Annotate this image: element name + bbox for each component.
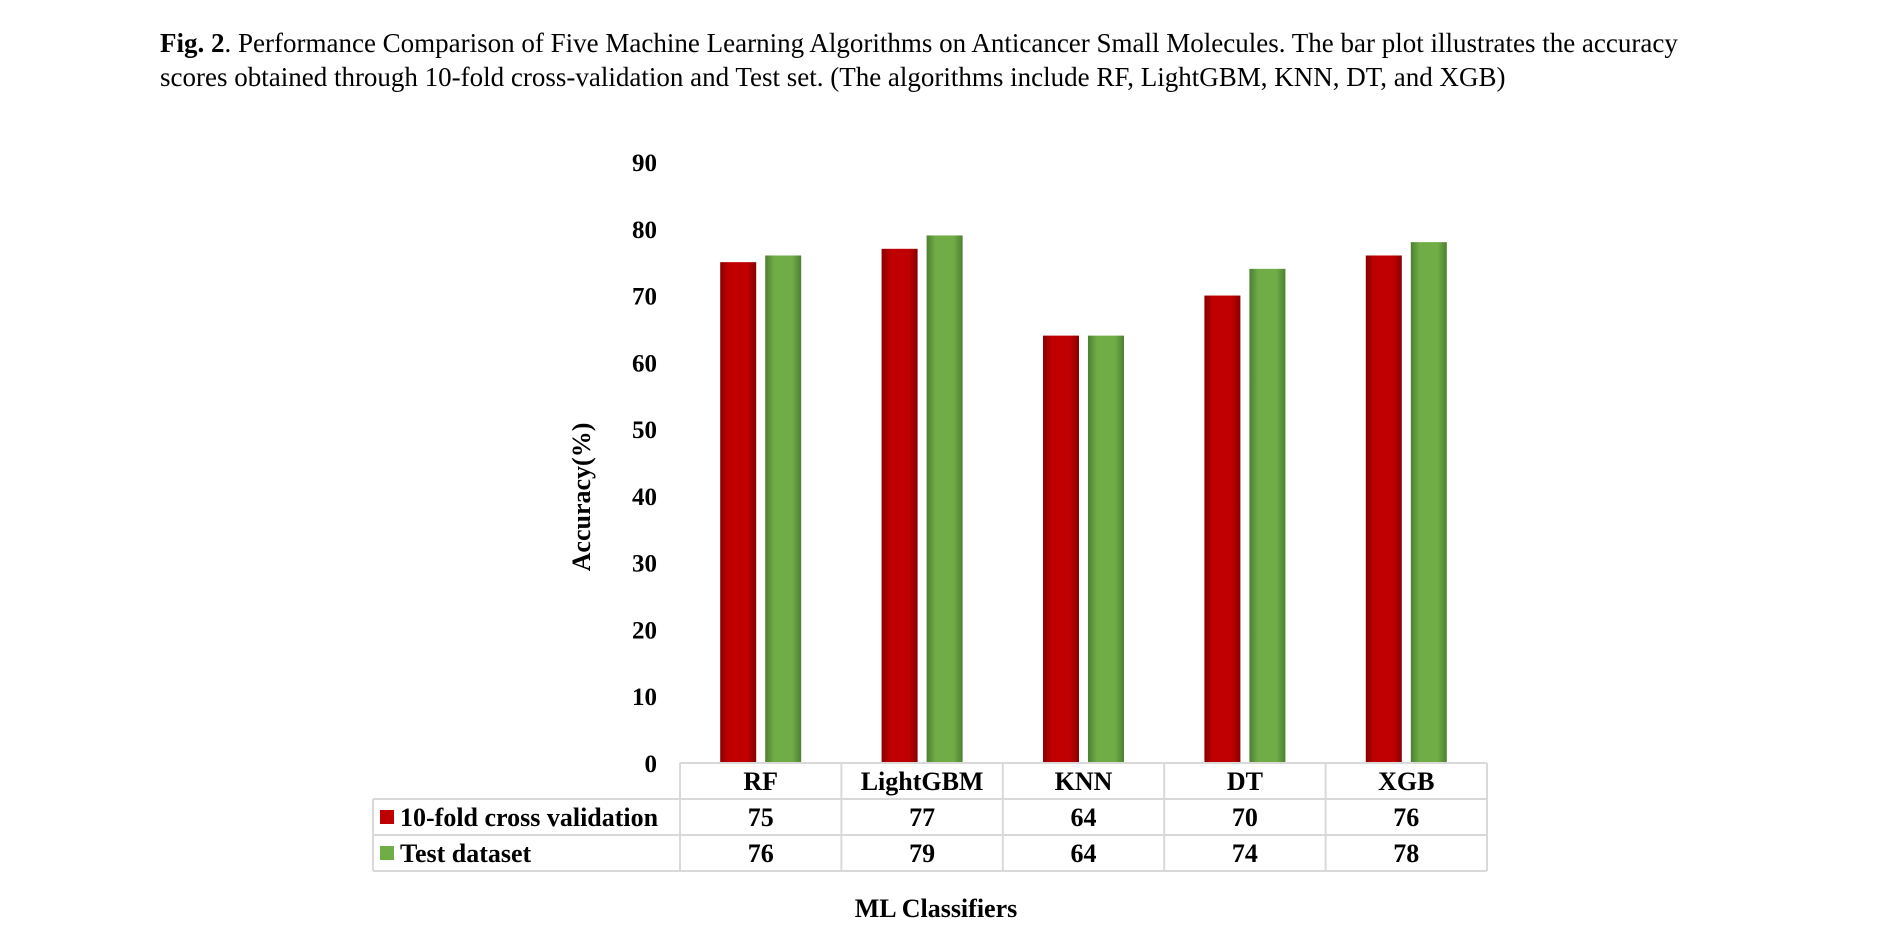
bar-cross-validation xyxy=(1204,295,1241,763)
legend-label: Test dataset xyxy=(400,839,532,868)
y-axis-title: Accuracy(%) xyxy=(567,423,596,572)
bar-test-dataset xyxy=(1249,268,1286,763)
bar-cross-validation xyxy=(720,262,757,763)
bar-test-dataset xyxy=(1088,335,1124,763)
data-table-value: 77 xyxy=(909,803,935,832)
category-label: RF xyxy=(743,767,778,796)
data-table-value: 76 xyxy=(748,839,774,868)
figure-caption: Fig. 2. Performance Comparison of Five M… xyxy=(160,26,1740,94)
data-table-value: 79 xyxy=(909,839,935,868)
data-table-value: 74 xyxy=(1232,839,1258,868)
x-axis-title: ML Classifiers xyxy=(855,894,1018,923)
bar-cross-validation xyxy=(1365,255,1402,763)
bar-test-dataset xyxy=(765,255,802,763)
legend-swatch xyxy=(380,846,394,860)
bar-cross-validation xyxy=(1043,335,1079,763)
category-label: LightGBM xyxy=(861,767,984,796)
y-tick-label: 40 xyxy=(632,484,657,511)
caption-text: . Performance Comparison of Five Machine… xyxy=(160,28,1678,92)
y-tick-label: 70 xyxy=(632,284,657,311)
category-label: DT xyxy=(1227,767,1263,796)
data-table-value: 64 xyxy=(1071,839,1097,868)
y-tick-label: 0 xyxy=(645,751,658,778)
y-tick-label: 30 xyxy=(632,551,657,578)
data-table-value: 78 xyxy=(1393,839,1419,868)
legend-swatch xyxy=(380,810,394,824)
y-tick-label: 90 xyxy=(632,150,657,177)
bar-cross-validation xyxy=(881,248,918,764)
y-tick-label: 60 xyxy=(632,350,657,377)
category-label: KNN xyxy=(1055,767,1113,796)
category-label: XGB xyxy=(1378,767,1434,796)
data-table-value: 70 xyxy=(1232,803,1258,832)
y-tick-label: 50 xyxy=(632,417,657,444)
data-table-value: 75 xyxy=(748,803,774,832)
figure-label: Fig. 2 xyxy=(160,28,225,58)
data-table-value: 76 xyxy=(1393,803,1419,832)
bar-test-dataset xyxy=(1410,242,1447,764)
data-table-value: 64 xyxy=(1071,803,1097,832)
bar-test-dataset xyxy=(926,235,963,763)
y-tick-label: 10 xyxy=(632,684,657,711)
y-tick-label: 20 xyxy=(632,617,657,644)
y-tick-label: 80 xyxy=(632,217,657,244)
legend-label: 10-fold cross validation xyxy=(400,803,659,832)
